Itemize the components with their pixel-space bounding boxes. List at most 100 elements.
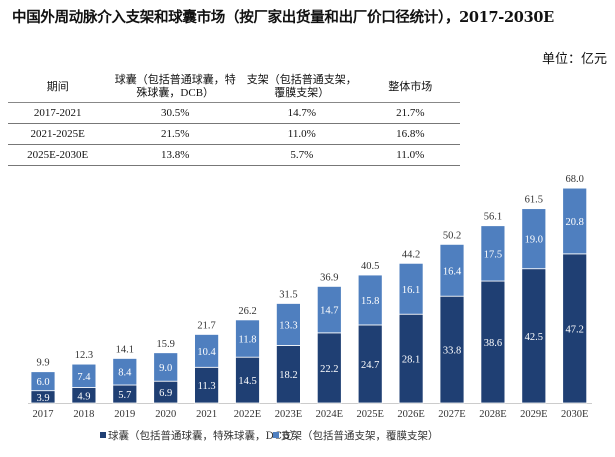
x-tick-label: 2026E [397,409,424,420]
data-label: 20.8 [566,217,584,228]
table-row: 2021-2025E 21.5% 11.0% 16.8% [8,123,460,145]
table-cell: 11.0% [360,144,460,166]
total-label: 26.2 [238,306,256,317]
bar-stent [562,187,588,255]
data-label: 47.2 [566,324,584,335]
unit-label: 单位：亿元 [541,52,607,67]
bar-balloon [521,268,547,404]
x-tick-label: 2019 [114,409,135,420]
header-total: 整体市场 [360,72,460,103]
total-label: 21.7 [197,320,215,331]
total-label: 14.1 [116,344,134,355]
table-cell: 5.7% [243,144,361,166]
x-tick-label: 2021 [196,409,217,420]
header-period: 期间 [8,72,108,103]
bar-stent [521,208,547,270]
bar-balloon [398,313,424,404]
data-label: 5.7 [118,390,131,401]
table-row: 2025E-2030E 13.8% 5.7% 11.0% [8,144,460,166]
bar-balloon [439,295,465,404]
data-label: 6.9 [159,388,172,399]
total-label: 40.5 [361,261,379,272]
total-label: 56.1 [484,212,502,223]
x-tick-label: 2023E [275,409,302,420]
table-cell: 30.5% [107,102,244,124]
bar-stent [398,262,424,315]
data-label: 19.0 [525,235,543,246]
data-label: 24.7 [361,360,379,371]
x-tick-label: 2028E [479,409,506,420]
header-balloon: 球囊（包括普通球囊，特殊球囊，DCB） [107,72,244,103]
table-cell: 2017-2021 [8,102,108,124]
bar-stent [71,363,97,388]
data-label: 22.2 [320,364,338,375]
data-label: 3.9 [36,393,49,404]
data-label: 16.1 [402,285,420,296]
cagr-table: 期间 球囊（包括普通球囊，特殊球囊，DCB） 支架（包括普通支架，覆膜支架） 整… [8,72,460,166]
data-label: 28.1 [402,355,420,366]
data-label: 11.8 [239,335,257,346]
data-label: 8.4 [118,368,132,379]
table-cell: 2025E-2030E [8,144,108,166]
bar-balloon [316,332,342,404]
data-label: 42.5 [525,332,543,343]
header-stent: 支架（包括普通支架，覆膜支架） [243,72,361,103]
data-label: 6.0 [36,377,49,388]
data-label: 14.7 [320,306,338,317]
bar-stent [194,334,220,368]
x-tick-label: 2018 [73,409,94,420]
x-tick-label: 2017 [33,409,54,420]
table-cell: 2021-2025E [8,123,108,145]
x-tick-label: 2025E [356,409,383,420]
total-label: 12.3 [75,350,93,361]
bar-stent [153,352,179,382]
total-label: 50.2 [443,230,461,241]
bar-stent [112,358,138,386]
bar-stent [275,303,301,346]
bar-stent [480,225,506,282]
table-cell: 13.8% [107,144,244,166]
bar-balloon [357,324,383,404]
legend-label: 支架（包括普通支架，覆膜支架） [281,429,439,442]
total-label: 61.5 [525,195,543,206]
x-tick-label: 2029E [520,409,547,420]
legend-label: 球囊（包括普通球囊，特殊球囊，DCB） [108,429,300,442]
data-label: 14.5 [238,376,256,387]
data-label: 16.4 [443,266,462,277]
total-label: 15.9 [157,339,175,350]
bar-stent [357,274,383,326]
table-cell: 11.0% [243,123,361,145]
x-tick-label: 2020 [155,409,176,420]
data-label: 33.8 [443,346,461,357]
total-label: 9.9 [36,358,49,369]
data-label: 15.8 [361,296,379,307]
bar-stent [439,243,465,297]
x-tick-label: 2024E [316,409,343,420]
data-label: 38.6 [484,338,502,349]
legend-swatch [273,432,279,438]
legend-swatch [100,432,106,438]
data-label: 11.3 [198,381,216,392]
bar-stent [316,285,342,334]
table-cell: 14.7% [243,102,361,124]
data-label: 7.4 [77,372,91,383]
total-label: 31.5 [279,289,297,300]
table-cell: 21.5% [107,123,244,145]
bar-stent [235,319,260,358]
table-cell: 16.8% [360,123,460,145]
data-label: 13.3 [279,320,297,331]
x-tick-label: 2030E [561,409,588,420]
data-label: 9.0 [159,363,172,374]
total-label: 68.0 [566,174,584,185]
table-cell: 21.7% [360,102,460,124]
total-label: 44.2 [402,249,420,260]
x-tick-label: 2022E [234,409,261,420]
data-label: 17.5 [484,249,502,260]
bar-stent [30,371,56,392]
total-label: 36.9 [320,272,338,283]
table-row: 2017-2021 30.5% 14.7% 21.7% [8,102,460,124]
data-label: 10.4 [197,347,216,358]
data-label: 4.9 [77,391,90,402]
